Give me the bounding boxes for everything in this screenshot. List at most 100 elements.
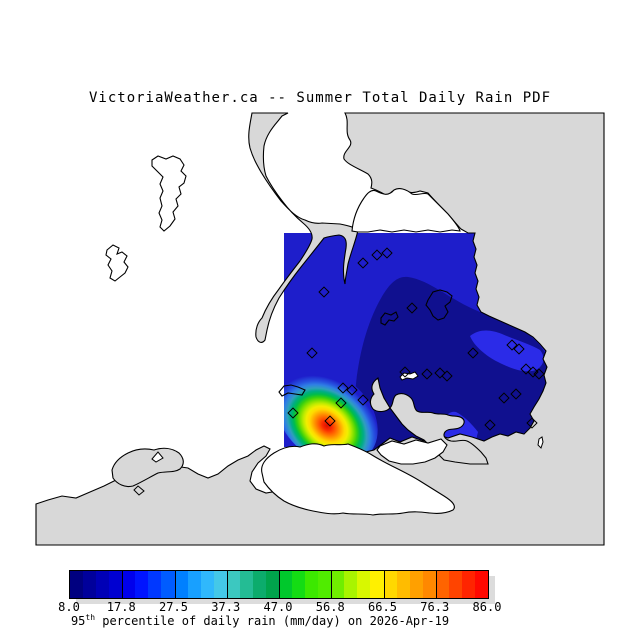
station-markers <box>287 247 545 431</box>
colorbar-segment <box>213 571 227 598</box>
rain-field-light-band-ne <box>470 330 544 372</box>
colorbar-tick-labels: 8.0 17.8 27.5 37.3 47.0 56.8 66.5 76.3 86.0 <box>58 600 501 614</box>
colorbar-segment <box>409 571 423 598</box>
station-marker <box>498 392 510 404</box>
station-marker <box>318 286 330 298</box>
rain-hotspot <box>284 368 378 452</box>
station-marker <box>324 415 336 427</box>
island-outline-west <box>105 244 129 282</box>
colorbar-segment <box>318 571 332 598</box>
colorbar-segment <box>383 571 397 598</box>
colorbar-tick-label: 86.0 <box>472 600 502 614</box>
colorbar-segment <box>422 571 436 598</box>
colorbar-tick-label: 17.8 <box>106 600 136 614</box>
colorbar-segment <box>200 571 214 598</box>
colorbar-segment <box>252 571 266 598</box>
colorbar-tick-label: 47.0 <box>263 600 293 614</box>
caption-rest: percentile of daily rain (mm/day) on 202… <box>95 614 450 628</box>
colorbar-tick-label: 27.5 <box>159 600 188 614</box>
colorbar-segment <box>135 571 149 598</box>
colorbar-tick-line <box>122 571 124 598</box>
colorbar-tick-label: 76.3 <box>420 600 450 614</box>
colorbar-segment <box>122 571 136 598</box>
station-marker <box>287 407 299 419</box>
land-notch-south <box>376 438 448 465</box>
colorbar-segment <box>435 571 449 598</box>
station-marker <box>371 249 383 261</box>
station-marker <box>357 257 369 269</box>
colorbar-segment <box>96 571 110 598</box>
colorbar-segment <box>174 571 188 598</box>
water-harbour <box>369 377 489 465</box>
colorbar-caption: 95th percentile of daily rain (mm/day) o… <box>70 613 450 628</box>
station-marker <box>506 339 518 351</box>
caption-95: 95 <box>70 614 86 628</box>
colorbar-segment <box>226 571 240 598</box>
colorbar-tick-label: 56.8 <box>315 600 345 614</box>
colorbar-segment <box>305 571 319 598</box>
colorbar-segment <box>239 571 253 598</box>
colorbar-segment <box>161 571 175 598</box>
colorbar-tick-line <box>226 571 228 598</box>
lake-outline-langford <box>278 384 306 397</box>
colorbar-segment <box>331 571 345 598</box>
station-marker <box>346 384 358 396</box>
island-outline-north <box>151 155 187 232</box>
station-marker <box>337 382 349 394</box>
colorbar-tick-line <box>383 571 385 598</box>
islet-in-basin <box>151 451 164 463</box>
colorbar-segment <box>357 571 371 598</box>
colorbar-segment <box>187 571 201 598</box>
colorbar <box>69 570 489 599</box>
colorbar-segment <box>370 571 384 598</box>
station-marker <box>421 368 433 380</box>
station-marker <box>510 388 522 400</box>
lake-outline-east <box>425 289 453 321</box>
colorbar-tick-line <box>435 571 437 598</box>
colorbar-segment <box>109 571 123 598</box>
water-strait-main <box>35 112 605 546</box>
colorbar-segment <box>83 571 97 598</box>
station-marker <box>441 370 453 382</box>
colorbar-segment <box>292 571 306 598</box>
station-marker <box>513 343 525 355</box>
colorbar-segment <box>396 571 410 598</box>
station-marker <box>399 366 411 378</box>
page-title: VictoriaWeather.ca -- Summer Total Daily… <box>88 90 551 106</box>
colorbar-tick-label: 37.3 <box>211 600 241 614</box>
station-marker <box>306 347 318 359</box>
colorbar-segment <box>148 571 162 598</box>
colorbar-segment <box>344 571 358 598</box>
land-bay-upper <box>351 188 461 233</box>
colorbar-segment <box>70 571 84 598</box>
station-marker <box>406 302 418 314</box>
colorbar-tick-label: 8.0 <box>58 600 80 614</box>
colorbar-segment <box>474 571 488 598</box>
land-bay-south <box>261 443 455 516</box>
water-inlet-channel <box>248 112 359 343</box>
station-marker <box>533 368 545 380</box>
colorbar-segment <box>461 571 475 598</box>
colorbar-tick-line <box>174 571 176 598</box>
station-marker <box>484 419 496 431</box>
colorbar-segment <box>265 571 279 598</box>
colorbar-tick-line <box>279 571 280 598</box>
colorbar-segment <box>279 571 293 598</box>
lake-outline-elk <box>380 311 399 326</box>
colorbar-segment <box>448 571 462 598</box>
colorbar-tick-label: 66.5 <box>368 600 397 614</box>
station-marker <box>527 366 539 378</box>
caption-th: th <box>85 613 96 622</box>
station-marker <box>467 347 479 359</box>
basin-channel <box>133 485 145 496</box>
station-marker <box>526 417 538 429</box>
station-marker <box>335 397 347 409</box>
islet-outline-harbour <box>399 371 419 381</box>
station-marker <box>381 247 393 259</box>
water-sooke-basin <box>111 447 184 488</box>
colorbar-tick-line <box>331 571 333 598</box>
islet-outline-se <box>537 436 544 449</box>
station-marker <box>357 394 369 406</box>
